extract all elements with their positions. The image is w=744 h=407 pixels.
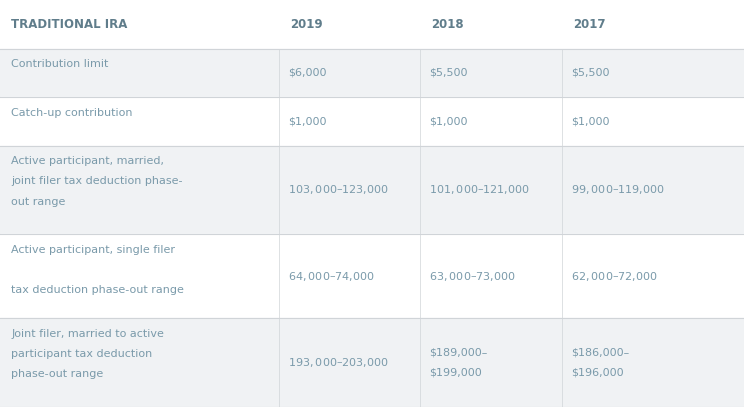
Bar: [0, 0, 744, 48]
Text: Contribution limit: Contribution limit: [11, 59, 109, 69]
Bar: [0, 146, 744, 234]
Text: phase-out range: phase-out range: [11, 370, 103, 379]
Text: $193,000–$203,000: $193,000–$203,000: [288, 356, 389, 369]
Bar: [0, 48, 744, 97]
Text: $196,000: $196,000: [571, 368, 623, 378]
Text: $186,000–: $186,000–: [571, 348, 629, 358]
Bar: [0, 318, 744, 407]
Text: TRADITIONAL IRA: TRADITIONAL IRA: [11, 18, 127, 31]
Bar: [0, 97, 744, 146]
Text: $6,000: $6,000: [288, 68, 327, 78]
Text: $103,000–$123,000: $103,000–$123,000: [288, 183, 389, 196]
Text: $1,000: $1,000: [571, 116, 609, 126]
Text: $63,000–$73,000: $63,000–$73,000: [429, 270, 516, 283]
Text: $1,000: $1,000: [288, 116, 327, 126]
Bar: [0, 234, 744, 318]
Text: tax deduction phase-out range: tax deduction phase-out range: [11, 285, 184, 295]
Text: joint filer tax deduction phase-: joint filer tax deduction phase-: [11, 176, 183, 186]
Text: 2019: 2019: [290, 18, 323, 31]
Text: $5,500: $5,500: [429, 68, 468, 78]
Text: participant tax deduction: participant tax deduction: [11, 349, 153, 359]
Text: out range: out range: [11, 197, 65, 206]
Text: $62,000–$72,000: $62,000–$72,000: [571, 270, 658, 283]
Text: Joint filer, married to active: Joint filer, married to active: [11, 329, 164, 339]
Text: $189,000–: $189,000–: [429, 348, 487, 358]
Text: $101,000–$121,000: $101,000–$121,000: [429, 183, 530, 196]
Text: Active participant, married,: Active participant, married,: [11, 156, 164, 166]
Text: Catch-up contribution: Catch-up contribution: [11, 107, 132, 118]
Text: Active participant, single filer: Active participant, single filer: [11, 245, 175, 255]
Text: $64,000–$74,000: $64,000–$74,000: [288, 270, 375, 283]
Text: $199,000: $199,000: [429, 368, 482, 378]
Text: $99,000–$119,000: $99,000–$119,000: [571, 183, 664, 196]
Text: 2017: 2017: [573, 18, 606, 31]
Text: $1,000: $1,000: [429, 116, 468, 126]
Text: $5,500: $5,500: [571, 68, 609, 78]
Text: 2018: 2018: [432, 18, 464, 31]
